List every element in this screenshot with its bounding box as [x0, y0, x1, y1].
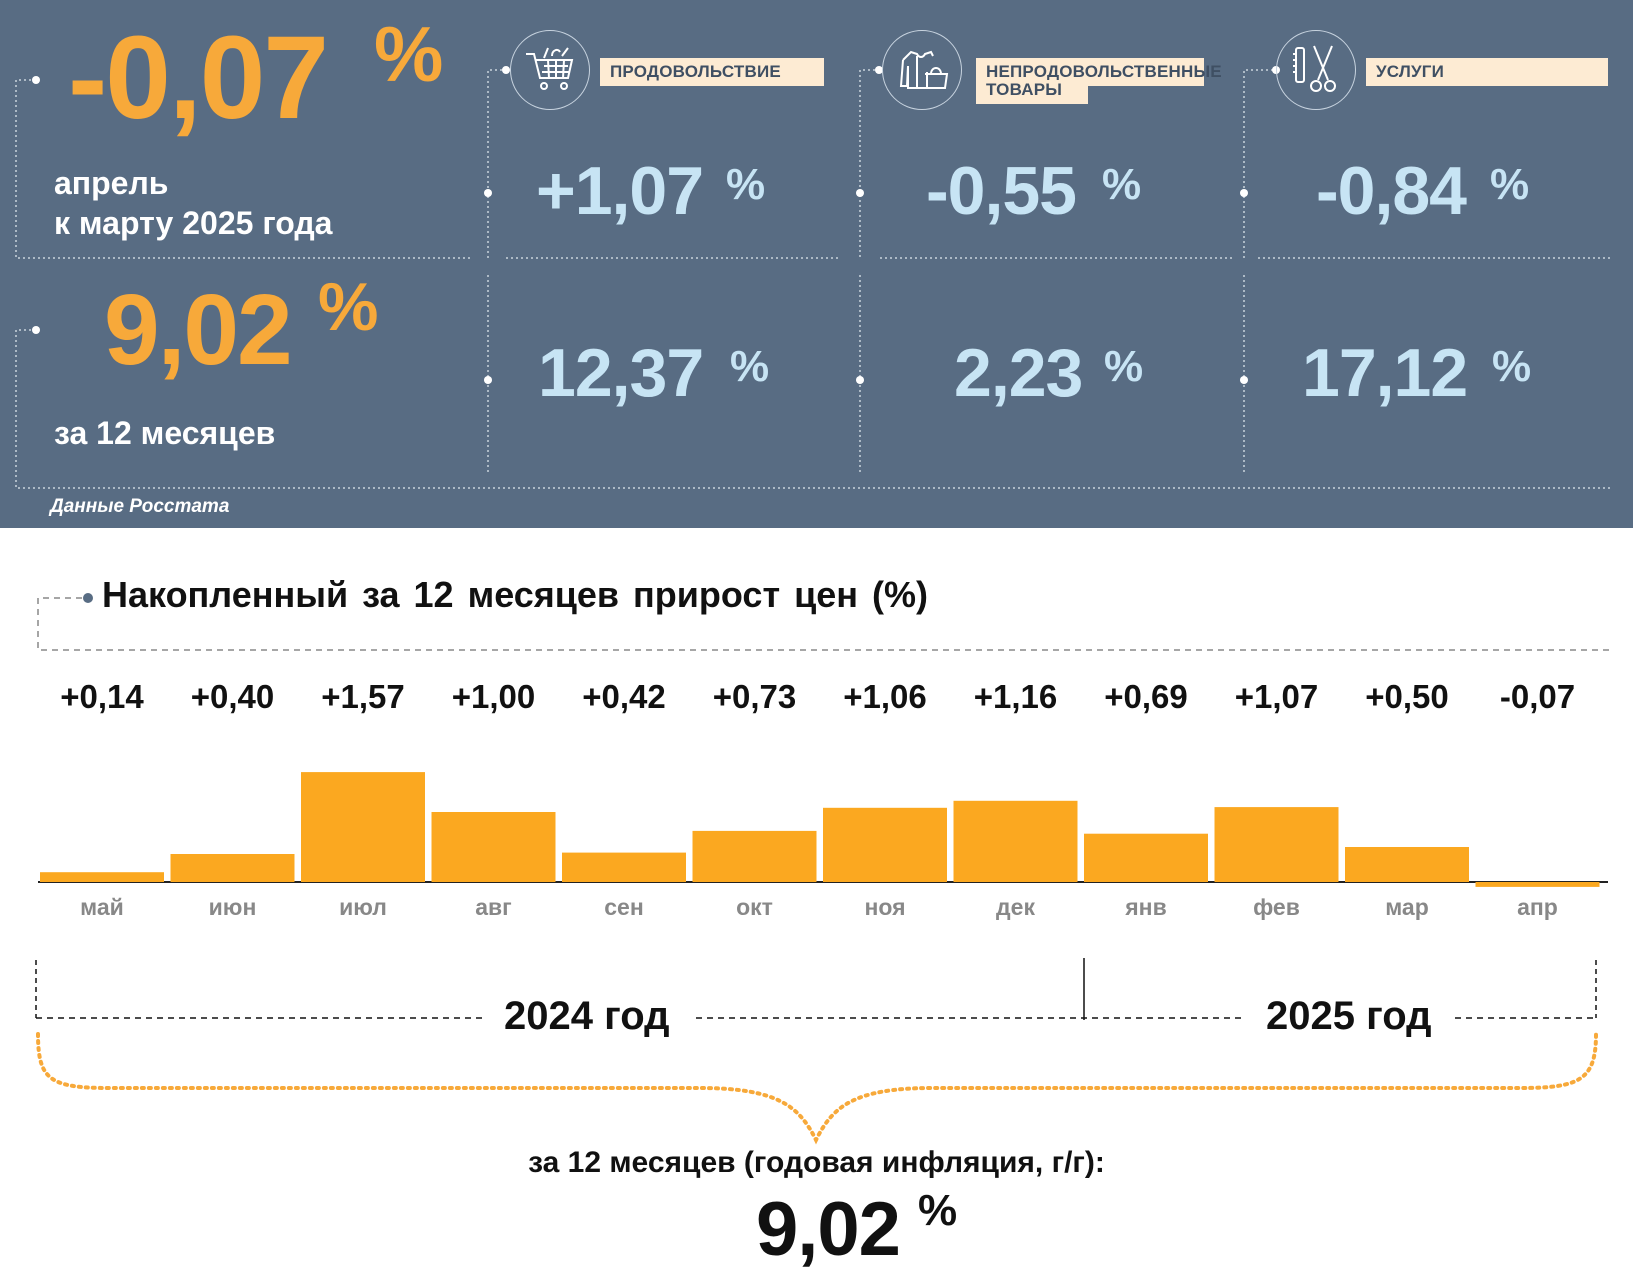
yearly-change-unit: %	[318, 269, 379, 345]
panel-connector-lines	[15, 66, 1612, 489]
scissors-comb-icon	[1276, 30, 1356, 110]
bar-value-label: +1,06	[843, 678, 927, 715]
category-services-label: УСЛУГИ	[1366, 58, 1608, 86]
category-food-monthly-unit: %	[726, 160, 766, 209]
category-services-monthly-value: -0,84	[1316, 153, 1467, 229]
bar-value-label: +0,42	[582, 678, 666, 715]
year-label-2025: 2025 год	[1244, 994, 1454, 1039]
category-food-label: ПРОДОВОЛЬСТВИЕ	[600, 58, 824, 86]
yearly-change-value: 9,02	[104, 274, 293, 386]
bar-value-label: +0,73	[712, 678, 797, 715]
month-label: сен	[604, 894, 644, 920]
bar-value-label: +0,50	[1365, 678, 1449, 715]
bar-янв	[1084, 833, 1208, 882]
bar-апр	[1475, 882, 1600, 887]
month-label: апр	[1517, 894, 1558, 920]
bar-value-label: +0,14	[60, 678, 144, 715]
bar-value-label: +0,40	[190, 678, 275, 715]
month-label: фев	[1253, 894, 1300, 920]
bar-май	[40, 872, 164, 882]
category-nonfood-monthly-unit: %	[1102, 160, 1142, 209]
bar-фев	[1214, 807, 1339, 882]
bar-value-label: +1,57	[321, 678, 405, 715]
month-label: июл	[339, 894, 387, 920]
bar-июн	[170, 854, 295, 882]
bar-ноя	[823, 807, 947, 882]
month-label: май	[80, 894, 124, 920]
yearly-caption: за 12 месяцев	[54, 415, 276, 451]
bar-value-label: +1,16	[973, 678, 1058, 715]
month-label: июн	[208, 894, 257, 920]
month-label: авг	[475, 894, 512, 920]
category-services-yearly-unit: %	[1492, 342, 1532, 391]
monthly-change-value: -0,07	[68, 12, 329, 144]
month-label: дек	[996, 894, 1035, 920]
chart-title: Накопленный за 12 месяцев прирост цен (%…	[102, 574, 928, 615]
total-unit: %	[918, 1186, 958, 1235]
month-label: ноя	[864, 894, 906, 920]
bar-июл	[301, 772, 425, 882]
category-nonfood-yearly-value: 2,23	[954, 335, 1083, 411]
category-nonfood-yearly-unit: %	[1104, 342, 1144, 391]
bar-value-label: -0,07	[1499, 678, 1576, 715]
bar-мар	[1345, 847, 1469, 882]
month-label: мар	[1385, 894, 1429, 920]
category-services-yearly-value: 17,12	[1302, 335, 1468, 411]
category-food-yearly-unit: %	[730, 342, 770, 391]
category-nonfood-label-line2: ТОВАРЫ	[976, 80, 1088, 104]
total-value: 9,02	[756, 1187, 901, 1272]
monthly-change-unit: %	[374, 10, 444, 98]
bar-дек	[953, 800, 1078, 882]
month-label: янв	[1125, 894, 1167, 920]
month-label: окт	[736, 894, 773, 920]
bar-value-label: +1,00	[451, 678, 536, 715]
category-food-yearly-value: 12,37	[538, 335, 704, 411]
year-label-2024: 2024 год	[482, 994, 692, 1039]
summary-panel: -0,07 % апрель к марту 2025 года 9,02 % …	[0, 0, 1633, 528]
monthly-caption-line2: к марту 2025 года	[54, 205, 333, 241]
category-food-monthly-value: +1,07	[536, 153, 704, 229]
shopping-cart-icon	[510, 30, 590, 110]
bar-авг	[431, 812, 556, 882]
category-nonfood-monthly-value: -0,55	[926, 153, 1077, 229]
bar-сен	[562, 852, 686, 882]
clothing-bag-icon	[882, 30, 962, 110]
monthly-caption-line1: апрель	[54, 165, 169, 201]
category-services-monthly-unit: %	[1490, 160, 1530, 209]
bar-value-label: +1,07	[1234, 678, 1319, 715]
bar-окт	[692, 830, 817, 882]
total-caption: за 12 месяцев (годовая инфляция, г/г):	[528, 1146, 1105, 1179]
bar-value-label: +0,69	[1104, 678, 1188, 715]
data-source-note: Данные Росстата	[50, 496, 230, 517]
